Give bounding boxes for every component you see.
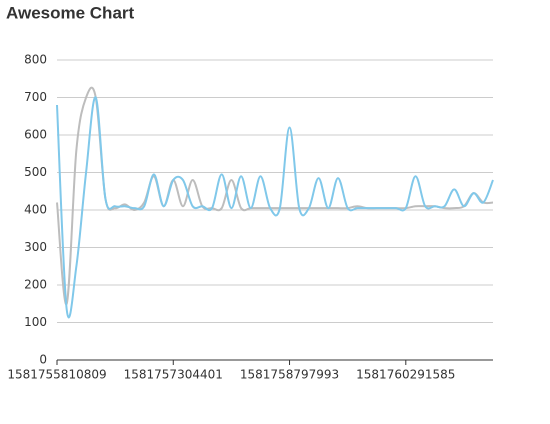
- x-tick-label: 1581755810809: [7, 368, 106, 382]
- y-tick-label: 400: [24, 203, 47, 217]
- y-tick-label: 200: [24, 278, 47, 292]
- x-tick-label: 1581760291585: [356, 368, 455, 382]
- y-tick-label: 100: [24, 315, 47, 329]
- y-tick-label: 700: [24, 90, 47, 104]
- x-tick-label: 1581757304401: [124, 368, 223, 382]
- series-line: [56, 96, 494, 319]
- y-tick-label: 300: [24, 240, 47, 254]
- series-line: [56, 86, 494, 305]
- y-tick-label: 500: [24, 165, 47, 179]
- y-tick-label: 600: [24, 128, 47, 142]
- y-tick-label: 0: [39, 353, 47, 367]
- y-tick-label: 800: [24, 53, 47, 67]
- x-tick-label: 1581758797993: [240, 368, 339, 382]
- chart-title: Awesome Chart: [6, 3, 135, 22]
